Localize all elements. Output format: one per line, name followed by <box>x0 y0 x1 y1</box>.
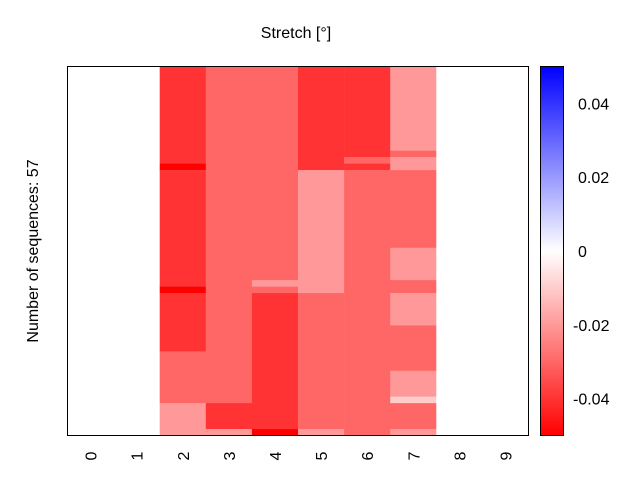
heatmap-cell-col2-run2 <box>159 170 207 287</box>
x-tick-labels: 0 1 2 3 4 5 6 7 8 9 <box>84 451 516 460</box>
heatmap-cell-col5-run2 <box>298 293 345 430</box>
colorbar-tick-label: 0 <box>578 244 587 261</box>
heatmap-cell-col5-run0 <box>298 66 345 171</box>
heatmap-cell-col7-run1 <box>390 150 437 158</box>
x-tick-label: 6 <box>360 451 377 460</box>
y-axis-label: Number of sequences: 57 <box>25 159 42 342</box>
heatmap-cell-col2-run3 <box>159 286 207 294</box>
heatmap-cell-col0-run0 <box>67 66 114 436</box>
heatmap-cell-col7-run0 <box>390 66 437 151</box>
heatmap-cell-col7-run10 <box>390 403 437 430</box>
colorbar-tick-label: 0.02 <box>578 170 609 187</box>
heatmap-cell-col7-run4 <box>390 247 437 281</box>
heatmap-cell-col3-run1 <box>205 403 253 430</box>
heatmap-cell-col6-run0 <box>344 66 391 158</box>
heatmap-cell-col5-run1 <box>298 170 345 294</box>
heatmap-cell-col4-run4 <box>251 429 299 436</box>
heatmap-cell-col7-run3 <box>390 170 437 249</box>
heatmap-cell-col7-run8 <box>390 370 437 397</box>
heatmap-cell-col3-run0 <box>205 66 253 404</box>
chart-title: Stretch [°] <box>261 25 331 42</box>
heatmap-cell-col7-run5 <box>390 280 437 294</box>
colorbar <box>540 66 564 436</box>
heatmap-cell-col8-run0 <box>436 66 483 436</box>
heatmap-cell-col2-run4 <box>159 293 207 352</box>
x-tick-label: 0 <box>84 451 101 460</box>
colorbar-tick-label: 0.04 <box>578 96 609 113</box>
heatmap-cell-col7-run6 <box>390 293 437 326</box>
heatmap-cell-col5-run3 <box>298 429 345 436</box>
heatmap-cell-col7-run2 <box>390 157 437 171</box>
heatmap-cell-col7-run9 <box>390 396 437 404</box>
heatmap-cell-col3-run2 <box>205 429 253 436</box>
heatmap-cell-col7-run7 <box>390 325 437 372</box>
x-tick-label: 8 <box>452 451 469 460</box>
x-tick-label: 4 <box>268 451 285 460</box>
heatmap-cell-col4-run0 <box>251 66 299 281</box>
plot-frame <box>67 66 529 436</box>
colorbar-tick-label: -0.02 <box>573 318 610 335</box>
heatmap-cell-col2-run0 <box>159 66 207 164</box>
heatmap-cells <box>67 66 529 436</box>
heatmap-cell-col2-run1 <box>159 163 207 171</box>
heatmap-cell-col4-run1 <box>251 280 299 287</box>
heatmap-cell-col2-run5 <box>159 351 207 404</box>
heatmap-cell-col7-run11 <box>390 429 437 436</box>
heatmap-cell-col4-run2 <box>251 286 299 294</box>
heatmap-cell-col6-run1 <box>344 157 391 164</box>
x-tick-label: 2 <box>176 451 193 460</box>
heatmap-cell-col2-run6 <box>159 403 207 436</box>
heatmap-cell-col4-run3 <box>251 293 299 430</box>
x-tick-label: 3 <box>222 451 239 460</box>
x-tick-label: 7 <box>406 451 423 460</box>
heatmap-cell-col1-run0 <box>113 66 160 436</box>
heatmap-cell-col6-run2 <box>344 163 391 171</box>
colorbar-tick-labels: 0.04 0.02 0 -0.02 -0.04 <box>573 96 610 408</box>
colorbar-tick-label: -0.04 <box>573 392 610 409</box>
x-tick-label: 5 <box>314 451 331 460</box>
x-tick-label: 1 <box>130 451 147 460</box>
heatmap-cell-col6-run3 <box>344 170 391 436</box>
x-tick-label: 9 <box>498 451 515 460</box>
heatmap-cell-col9-run0 <box>482 66 529 436</box>
